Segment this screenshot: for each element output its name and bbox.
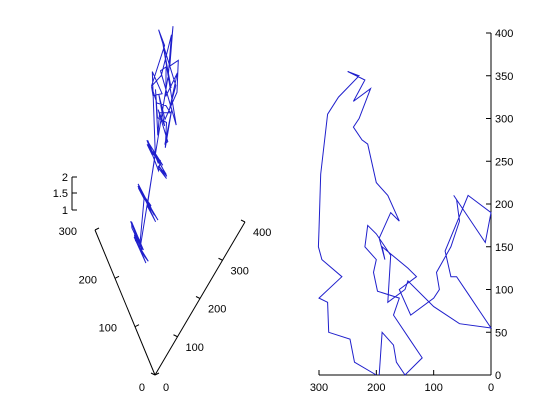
3d-route-line bbox=[131, 26, 179, 263]
tick-label-2d-y: 100 bbox=[495, 285, 513, 297]
tick-label-3d-z: 1 bbox=[62, 205, 68, 217]
tick-label-3d-y: 0 bbox=[163, 382, 169, 394]
tick-label-2d-x: 100 bbox=[424, 382, 442, 394]
tick-label-2d-y: 0 bbox=[495, 370, 501, 382]
tick-label-3d-y: 100 bbox=[186, 342, 204, 354]
tick-label-3d-x: 300 bbox=[59, 226, 77, 238]
tick-label-3d-x: 200 bbox=[79, 274, 97, 286]
tick-label-2d-x: 0 bbox=[488, 382, 494, 394]
tick-mark bbox=[241, 220, 245, 222]
tick-label-3d-x: 100 bbox=[99, 323, 117, 335]
tick-label-3d-y: 400 bbox=[253, 227, 271, 239]
tick-label-3d-z: 1.5 bbox=[53, 188, 68, 200]
tick-mark bbox=[219, 258, 223, 260]
tick-label-3d-y: 300 bbox=[231, 265, 249, 277]
tick-label-3d-z: 2 bbox=[62, 172, 68, 184]
tick-label-2d-y: 250 bbox=[495, 156, 513, 168]
3d-axes: 0 100 200 300 0 100 200 300 400 1 1.5 2 bbox=[53, 26, 272, 394]
tick-mark bbox=[135, 325, 139, 327]
tick-label-2d-y: 200 bbox=[495, 199, 513, 211]
tick-label-2d-y: 400 bbox=[495, 28, 513, 40]
tick-label-2d-x: 300 bbox=[310, 382, 328, 394]
tick-label-3d-x: 0 bbox=[139, 382, 145, 394]
tick-mark bbox=[115, 276, 119, 278]
tick-mark bbox=[95, 228, 99, 230]
tick-label-2d-y: 150 bbox=[495, 242, 513, 254]
tick-label-2d-y: 350 bbox=[495, 71, 513, 83]
2d-ticks: 300 200 100 00 50 100 150 200 250 300 350 400 bbox=[310, 28, 514, 394]
2d-axes: 300 200 100 00 50 100 150 200 250 300 350 400 bbox=[310, 28, 514, 394]
tick-label-2d-y: 300 bbox=[495, 114, 513, 126]
tick-label-2d-x: 200 bbox=[367, 382, 385, 394]
3d-x-axis-line bbox=[95, 230, 155, 375]
3d-ticks: 0 100 200 300 0 100 200 300 400 1 1.5 2 bbox=[53, 172, 272, 394]
tick-mark bbox=[196, 297, 200, 299]
tick-label-2d-y: 50 bbox=[495, 327, 507, 339]
tick-mark bbox=[174, 335, 178, 337]
tick-label-3d-y: 200 bbox=[208, 304, 226, 316]
2d-route-line bbox=[318, 72, 491, 376]
